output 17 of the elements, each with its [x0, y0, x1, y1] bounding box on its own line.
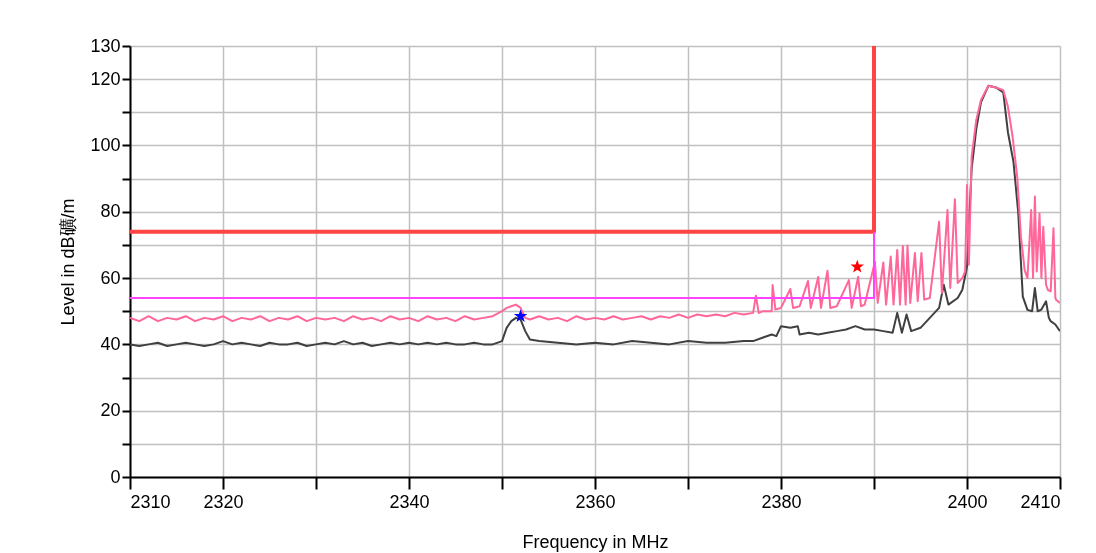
- y-axis-title: Level in dB礦/m: [58, 198, 79, 326]
- x-tick-label: 2380: [761, 491, 802, 512]
- y-tick-label: 130: [90, 35, 121, 56]
- x-tick-label: 2310: [130, 491, 171, 512]
- x-tick-label: 2360: [575, 491, 616, 512]
- y-tick-label: 100: [90, 134, 121, 155]
- x-axis-title: Frequency in MHz: [522, 531, 669, 552]
- y-tick-label: 20: [100, 400, 121, 421]
- y-tick-label: 120: [90, 68, 121, 89]
- x-tick-label: 2400: [947, 491, 988, 512]
- y-tick-label: 60: [100, 267, 121, 288]
- y-tick-label: 80: [100, 201, 121, 222]
- x-tick-label: 2340: [389, 491, 430, 512]
- x-tick-label: 2410: [1020, 491, 1061, 512]
- x-tick-label: 2320: [203, 491, 244, 512]
- y-tick-label: 0: [110, 466, 121, 487]
- y-tick-label: 40: [100, 333, 121, 354]
